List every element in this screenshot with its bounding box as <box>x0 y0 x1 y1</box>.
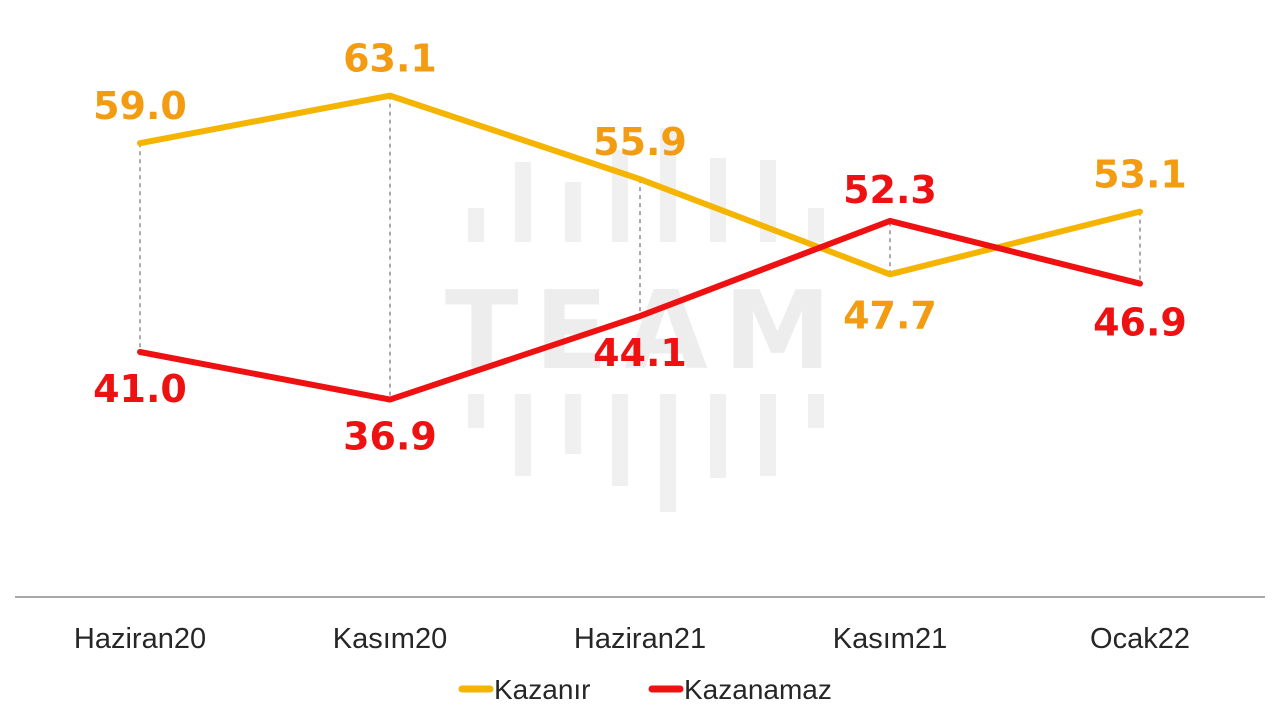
data-label-1-4: 46.9 <box>1093 301 1187 345</box>
data-label-1-1: 36.9 <box>343 415 437 459</box>
data-label-0-3: 47.7 <box>843 293 937 337</box>
team-watermark-logo: TEAM <box>445 128 848 512</box>
x-tick-label-3: Kasım21 <box>833 623 947 655</box>
connector-lines <box>139 95 1141 400</box>
x-tick-label-4: Ocak22 <box>1090 623 1190 655</box>
data-label-0-2: 55.9 <box>593 120 687 164</box>
data-label-0-4: 53.1 <box>1093 153 1187 197</box>
data-label-0-0: 59.0 <box>93 84 187 128</box>
x-axis-tick-labels: Haziran20 Kasım20 Haziran21 Kasım21 Ocak22 <box>74 623 1190 655</box>
data-label-0-1: 63.1 <box>343 37 437 81</box>
x-tick-label-0: Haziran20 <box>74 623 206 655</box>
data-label-1-0: 41.0 <box>93 367 187 411</box>
series-line-0 <box>137 92 1143 278</box>
watermark-text: TEAM <box>445 269 848 394</box>
series-lines <box>137 92 1143 403</box>
legend-label-0: Kazanır <box>494 674 591 705</box>
x-tick-label-1: Kasım20 <box>333 623 447 655</box>
data-label-1-2: 44.1 <box>593 331 687 375</box>
series-line-1 <box>137 217 1143 403</box>
legend: Kazanır Kazanamaz <box>458 674 832 705</box>
value-labels: 59.0 63.1 55.9 47.7 53.1 41.0 36.9 44.1 52.3 46.9 <box>93 37 1187 459</box>
data-label-1-3: 52.3 <box>843 168 937 212</box>
legend-label-1: Kazanamaz <box>684 674 832 705</box>
x-tick-label-2: Haziran21 <box>574 623 706 655</box>
